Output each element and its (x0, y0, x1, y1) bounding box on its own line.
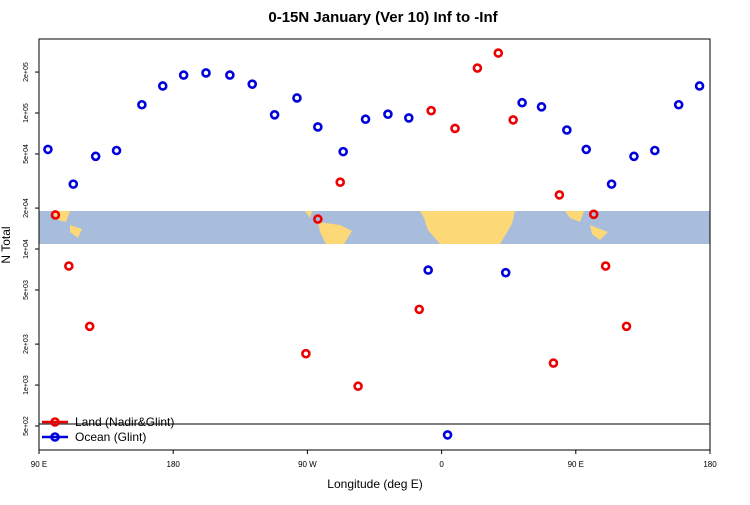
data-point (338, 146, 348, 157)
data-point (673, 99, 684, 110)
map-ocean (39, 211, 710, 244)
y-tick-label: 1e+04 (23, 239, 30, 259)
y-tick-label: 2e+05 (23, 62, 30, 82)
data-point (64, 261, 74, 271)
data-point (694, 81, 705, 91)
data-point (629, 151, 639, 162)
data-point (137, 99, 147, 110)
legend-label: Land (Nadir&Glint) (75, 415, 174, 429)
data-point (536, 102, 547, 112)
data-point (588, 209, 599, 220)
x-tick-label: 180 (167, 460, 181, 469)
data-point (548, 358, 559, 368)
data-point (472, 63, 483, 73)
data-point (313, 122, 323, 132)
data-point (269, 110, 280, 120)
chart-title: 0-15N January (Ver 10) Inf to -Inf (268, 9, 498, 26)
data-point (562, 125, 572, 135)
data-point (493, 48, 504, 58)
x-tick-label: 90 W (298, 460, 317, 469)
data-point (508, 115, 518, 125)
data-point (201, 68, 211, 78)
x-tick-label: 90 E (31, 460, 47, 469)
data-point (581, 144, 592, 155)
data-point (313, 214, 323, 224)
data-point (606, 179, 617, 189)
data-point (178, 70, 189, 80)
data-point (600, 261, 611, 271)
data-point (68, 179, 79, 189)
data-point (426, 105, 436, 116)
data-point (292, 93, 302, 103)
data-point (360, 114, 371, 125)
x-tick-label: 180 (703, 460, 717, 469)
y-tick-label: 1e+03 (23, 375, 30, 395)
legend-marker (50, 432, 60, 442)
data-point (301, 348, 311, 359)
data-point (414, 304, 425, 315)
data-point (423, 265, 433, 275)
data-point (450, 123, 460, 134)
y-tick-label: 1e+05 (23, 103, 30, 123)
data-point (111, 145, 122, 156)
data-point (335, 177, 346, 187)
x-tick-label: 0 (439, 460, 444, 469)
y-tick-label: 5e+02 (23, 416, 30, 436)
data-point (247, 79, 258, 89)
map-land (52, 211, 608, 244)
data-point (621, 321, 632, 332)
data-point (403, 113, 414, 123)
data-point (225, 70, 235, 80)
x-tick-label: 90 E (568, 460, 584, 469)
data-point (84, 321, 95, 332)
y-tick-label: 2e+04 (23, 198, 30, 218)
data-point (90, 151, 101, 162)
y-tick-label: 5e+03 (23, 280, 30, 300)
legend-marker (50, 417, 60, 427)
data-point (43, 144, 53, 155)
legend-label: Ocean (Glint) (75, 430, 146, 444)
y-tick-label: 5e+04 (23, 144, 30, 164)
data-point (517, 97, 527, 108)
y-tick-label: 2e+03 (23, 334, 30, 354)
data-point (353, 381, 363, 392)
map-band (39, 211, 710, 244)
plot-frame (38, 38, 711, 451)
x-axis-label: Longitude (deg E) (327, 477, 422, 491)
data-point (500, 267, 511, 278)
data-point (442, 430, 453, 440)
data-point (554, 190, 565, 200)
data-point (50, 210, 61, 220)
y-axis-label: N Total (0, 226, 13, 263)
data-point (650, 145, 660, 156)
data-point (383, 109, 393, 119)
data-point (157, 81, 168, 91)
